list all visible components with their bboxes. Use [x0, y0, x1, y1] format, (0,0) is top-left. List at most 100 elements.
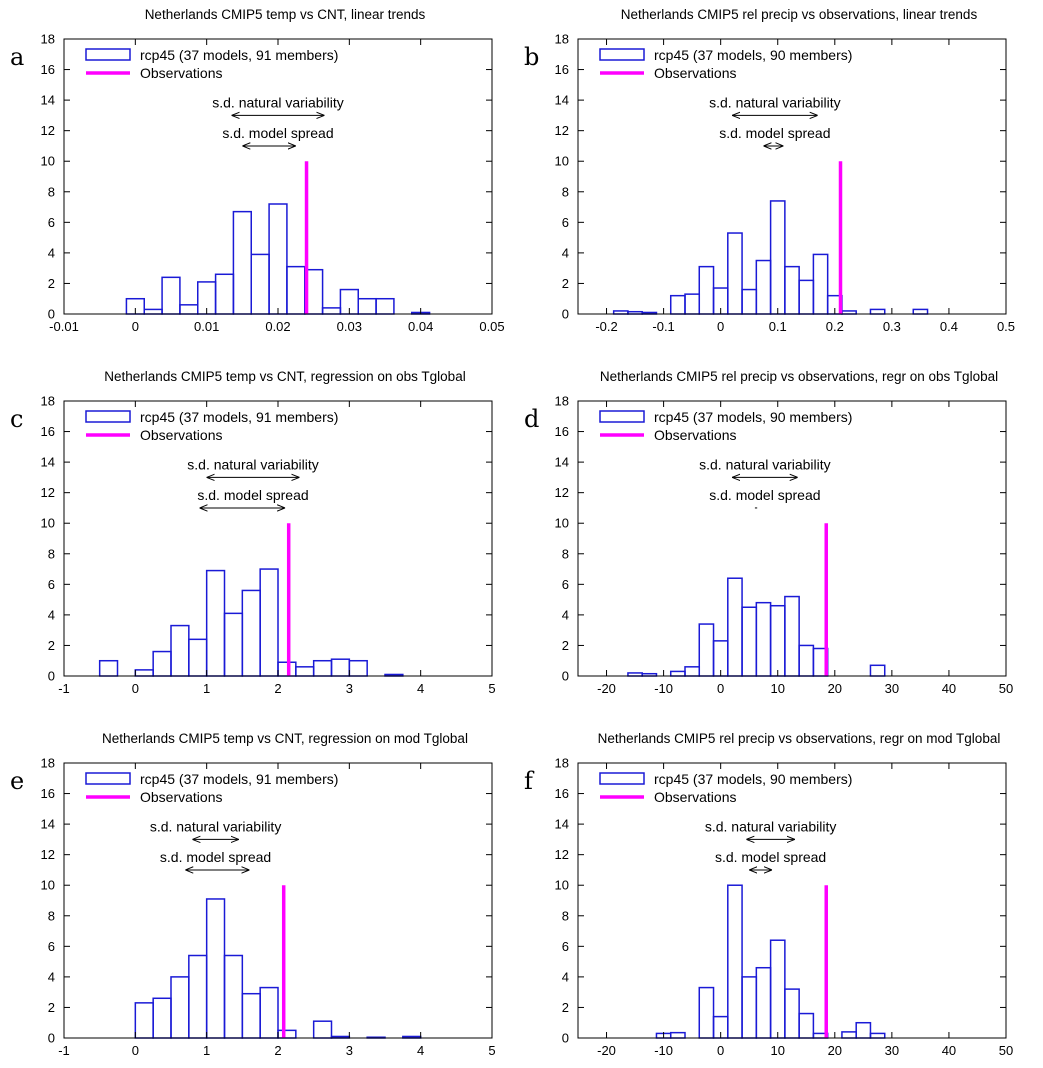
y-tick-label: 12 [555, 847, 569, 862]
histogram-bar [134, 1002, 154, 1039]
legend-observation-label: Observations [140, 789, 222, 805]
y-tick-label: 2 [48, 638, 55, 653]
histogram-bar [286, 265, 306, 315]
panel-letter: c [10, 405, 23, 433]
x-tick-label: 0.02 [265, 319, 290, 334]
histogram-bar [161, 276, 181, 315]
legend-observation-label: Observations [140, 65, 222, 81]
panel-letter: f [524, 767, 535, 795]
panel-title: Netherlands CMIP5 rel precip vs observat… [600, 369, 998, 384]
histogram-bar [330, 658, 351, 677]
y-tick-label: 16 [41, 424, 55, 439]
histogram-bar [869, 664, 886, 677]
histogram-bar [188, 954, 208, 1039]
y-tick-label: 14 [41, 93, 55, 108]
chart-panel-d: Netherlands CMIP5 rel precip vs observat… [524, 369, 1013, 696]
x-tick-label: 50 [999, 1043, 1013, 1058]
natural-variability-label: s.d. natural variability [709, 94, 841, 110]
y-tick-label: 6 [48, 215, 55, 230]
legend-series-label: rcp45 (37 models, 91 members) [140, 409, 338, 425]
histogram-bar [268, 203, 288, 315]
histogram-bar [223, 954, 244, 1039]
legend-observation-label: Observations [654, 427, 736, 443]
x-tick-label: 0.05 [479, 319, 504, 334]
y-tick-label: 12 [41, 123, 55, 138]
panel-title: Netherlands CMIP5 temp vs CNT, linear tr… [145, 7, 426, 22]
histogram-bar [98, 659, 119, 677]
x-tick-label: -0.01 [49, 319, 79, 334]
histogram-bar [798, 644, 815, 677]
y-tick-label: 16 [41, 62, 55, 77]
legend-series-label: rcp45 (37 models, 90 members) [654, 47, 852, 63]
histogram-bar [755, 966, 772, 1039]
x-tick-label: 5 [488, 681, 495, 696]
histogram-bar [669, 1031, 686, 1039]
x-tick-label: 20 [828, 1043, 842, 1058]
x-tick-label: 1 [203, 1043, 210, 1058]
legend-series-label: rcp45 (37 models, 91 members) [140, 47, 338, 63]
histogram-bar [741, 288, 758, 315]
panel-letter: d [524, 405, 539, 433]
histogram-bar [277, 1029, 297, 1039]
histogram-bar [357, 297, 377, 315]
y-tick-label: 10 [555, 154, 569, 169]
histogram-bar [223, 612, 244, 677]
y-tick-label: 6 [562, 215, 569, 230]
histogram-bar [798, 279, 815, 315]
histogram-bar [784, 265, 800, 315]
histogram-bar [855, 1021, 872, 1039]
plot-frame [577, 38, 1007, 315]
histogram-bar [869, 1032, 886, 1039]
histogram-bar [375, 297, 395, 315]
legend-histogram-swatch [85, 48, 131, 61]
histogram-bar [134, 669, 154, 677]
histogram-bar [684, 293, 701, 315]
y-tick-label: 4 [48, 245, 55, 260]
legend-histogram-swatch [599, 772, 645, 785]
panel-title: Netherlands CMIP5 temp vs CNT, regressio… [104, 369, 465, 384]
histogram-bar [152, 650, 172, 677]
x-tick-label: -1 [58, 681, 70, 696]
natural-variability-label: s.d. natural variability [212, 94, 344, 110]
x-tick-label: 40 [942, 1043, 956, 1058]
panel-title: Netherlands CMIP5 rel precip vs observat… [621, 7, 978, 22]
histogram-bar [259, 568, 279, 677]
legend-observation-label: Observations [654, 789, 736, 805]
histogram-bar [727, 577, 743, 677]
x-tick-label: 0.03 [337, 319, 362, 334]
histogram-bar [698, 265, 715, 315]
x-tick-label: 10 [770, 681, 784, 696]
histogram-bar [727, 884, 743, 1039]
histogram-bar [259, 986, 279, 1039]
histogram-bar [321, 307, 342, 315]
y-tick-label: 0 [48, 307, 55, 322]
x-tick-label: 0 [717, 681, 724, 696]
histogram-bar [205, 569, 226, 677]
legend-series-label: rcp45 (37 models, 90 members) [654, 771, 852, 787]
x-tick-label: 20 [828, 681, 842, 696]
y-tick-label: 4 [562, 245, 569, 260]
chart-panel-c: Netherlands CMIP5 temp vs CNT, regressio… [10, 369, 496, 696]
model-spread-label: s.d. model spread [715, 849, 826, 865]
histogram-bar [769, 200, 786, 315]
y-tick-label: 4 [48, 607, 55, 622]
natural-variability-label: s.d. natural variability [150, 818, 282, 834]
y-tick-label: 18 [555, 756, 569, 771]
x-tick-label: -0.2 [595, 319, 617, 334]
x-tick-label: 0 [717, 319, 724, 334]
x-tick-label: 50 [999, 681, 1013, 696]
y-tick-label: 4 [48, 969, 55, 984]
x-tick-label: 0 [132, 319, 139, 334]
legend-histogram-swatch [599, 410, 645, 423]
x-tick-label: 4 [417, 1043, 424, 1058]
x-tick-label: 0.04 [408, 319, 433, 334]
y-tick-label: 18 [41, 394, 55, 409]
chart-panel-f: Netherlands CMIP5 rel precip vs observat… [524, 731, 1013, 1058]
y-tick-label: 8 [562, 184, 569, 199]
model-spread-label: s.d. model spread [709, 487, 820, 503]
y-tick-label: 14 [41, 455, 55, 470]
histogram-bar [869, 308, 886, 315]
histogram-bar [741, 606, 758, 677]
panel-letter: a [10, 43, 24, 71]
